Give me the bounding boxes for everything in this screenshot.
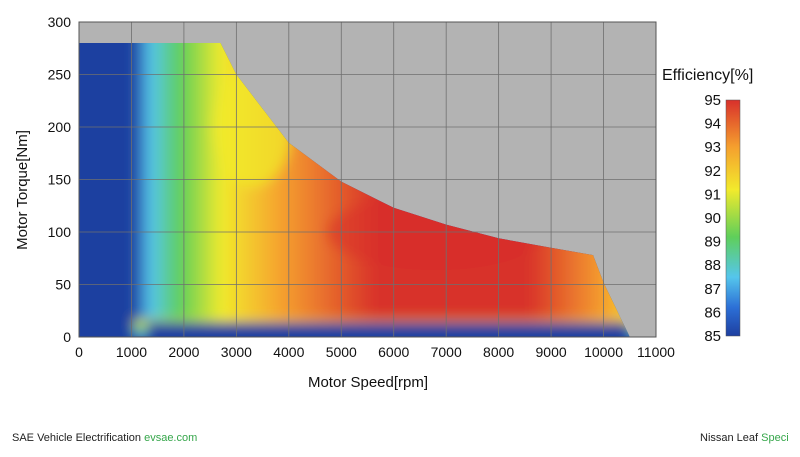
x-axis-title: Motor Speed[rpm]	[308, 374, 428, 391]
y-tick-label: 50	[55, 277, 71, 293]
x-tick-label: 0	[75, 344, 83, 360]
colorbar-tick-label: 90	[704, 210, 721, 227]
grid-lines	[79, 22, 656, 337]
y-tick-label: 200	[48, 119, 72, 135]
colorbar-tick-label: 89	[704, 234, 721, 251]
footer-credit-text: SAE Vehicle Electrification	[12, 432, 142, 444]
colorbar	[725, 99, 741, 337]
colorbar-tick-label: 91	[704, 186, 721, 203]
y-axis-ticks: 0 50 100 150 200 250 300	[48, 14, 72, 345]
y-axis-title: Motor Torque[Nm]	[14, 130, 31, 250]
colorbar-tick-label: 92	[704, 163, 721, 180]
footer-title-text: Nissan Leaf	[700, 432, 759, 444]
x-tick-label: 11000	[637, 344, 675, 360]
colorbar-ticks: 85 86 87 88 89 90 91 92 93 94 95	[704, 92, 721, 345]
x-tick-label: 4000	[273, 344, 304, 360]
x-axis-ticks: 0 1000 2000 3000 4000 5000 6000 7000 8000 9000 100…	[75, 344, 675, 360]
colorbar-tick-label: 95	[704, 92, 721, 109]
efficiency-map-chart: 0 1000 2000 3000 4000 5000 6000 7000 8000 9000 100…	[14, 14, 753, 391]
colorbar-title: Efficiency[%]	[662, 67, 753, 84]
y-tick-label: 300	[48, 14, 72, 30]
colorbar-tick-label: 88	[704, 257, 721, 274]
heatmap-bottom-strip	[147, 322, 630, 337]
x-tick-label: 5000	[326, 344, 357, 360]
footer-title: Nissan Leaf Speci	[700, 432, 789, 444]
y-tick-label: 150	[48, 172, 72, 188]
x-tick-label: 6000	[378, 344, 409, 360]
plot-frame	[78, 21, 657, 338]
y-tick-label: 100	[48, 224, 72, 240]
colorbar-tick-label: 94	[704, 116, 721, 133]
x-tick-label: 9000	[536, 344, 567, 360]
x-tick-label: 2000	[168, 344, 199, 360]
colorbar-tick-label: 93	[704, 139, 721, 156]
x-tick-label: 3000	[221, 344, 252, 360]
footer-credit: SAE Vehicle Electrification evsae.com	[12, 432, 197, 444]
y-tick-label: 0	[63, 329, 71, 345]
y-tick-label: 250	[48, 67, 72, 83]
colorbar-tick-label: 85	[704, 328, 721, 345]
footer-title-link[interactable]: Speci	[761, 432, 789, 444]
x-tick-label: 1000	[116, 344, 147, 360]
footer-credit-link[interactable]: evsae.com	[144, 432, 198, 444]
x-tick-label: 8000	[483, 344, 514, 360]
x-tick-label: 7000	[431, 344, 462, 360]
colorbar-tick-label: 86	[704, 304, 721, 321]
heatmap-low-speed-zone	[79, 43, 135, 337]
colorbar-tick-label: 87	[704, 281, 721, 298]
x-tick-label: 10000	[584, 344, 623, 360]
